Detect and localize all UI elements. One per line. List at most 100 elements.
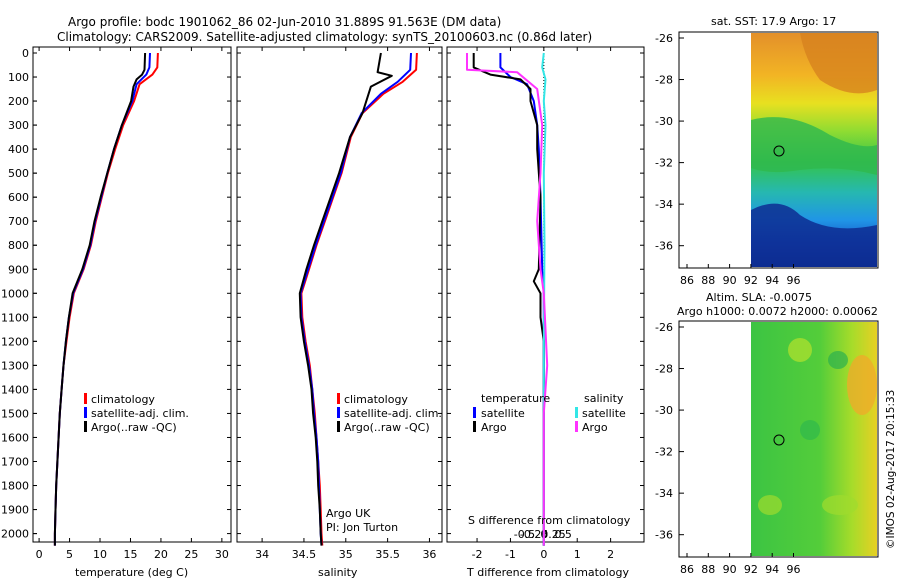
- series-line: [53, 52, 159, 546]
- legend-temperature-heading: temperature: [481, 392, 550, 405]
- legend-climatology: climatology: [344, 393, 408, 406]
- depth-tick-label: 100: [8, 71, 29, 84]
- series-line: [298, 52, 393, 546]
- temperature-panel: 0 5 10 15 20 25 30: [33, 47, 231, 561]
- legend-temp-argo: Argo: [481, 421, 507, 434]
- legend-argo: Argo(..raw -QC): [344, 421, 430, 434]
- difference-title: S difference from climatology: [468, 514, 631, 527]
- credit-line-2: PI: Jon Turton: [326, 521, 398, 534]
- x-tick-label: 0: [540, 548, 547, 561]
- series-line: [53, 52, 151, 546]
- sla-map-title-2: Argo h1000: 0.0072 h2000: 0.00062: [677, 305, 878, 318]
- sla-map-axes: -26 -28 -30 -32 -34 -36 86 88 90 92 94 96: [655, 321, 800, 576]
- depth-tick-label: 1700: [1, 455, 29, 468]
- salinity-legend: climatology satellite-adj. clim. Argo(..…: [337, 393, 442, 434]
- x-tick-label: -1: [505, 548, 516, 561]
- lon-tick-label: 88: [701, 274, 715, 287]
- depth-tick-label: 200: [8, 95, 29, 108]
- sst-warm-patch: [800, 33, 877, 94]
- depth-tick-label: 0: [22, 47, 29, 60]
- x-tick-label: 5: [66, 548, 73, 561]
- legend-sal-argo: Argo: [582, 421, 608, 434]
- lat-tick-label: -36: [655, 240, 673, 253]
- lat-tick-label: -36: [655, 529, 673, 542]
- argo-location-marker: [773, 145, 785, 157]
- sla-blob: [828, 351, 848, 369]
- legend-swatch-satellite: [337, 407, 340, 418]
- x-tick-label: 34.5: [292, 548, 317, 561]
- sla-blob: [800, 420, 820, 440]
- top-tick-label: 0.5: [554, 528, 572, 541]
- x-tick-label: 15: [123, 548, 137, 561]
- lon-tick-label: 96: [787, 563, 801, 576]
- legend-swatch-climatology: [84, 393, 87, 404]
- lon-tick-label: 92: [744, 274, 758, 287]
- argo-location-marker: [773, 434, 785, 446]
- x-tick-label: 30: [215, 548, 229, 561]
- sla-blob: [758, 495, 782, 515]
- imos-footer: ©IMOS 02-Aug-2017 20:15:33: [885, 390, 897, 549]
- sst-map-title: sat. SST: 17.9 Argo: 17: [711, 15, 836, 28]
- x-tick-label: 36: [422, 548, 436, 561]
- legend-swatch-temp-satellite: [473, 407, 476, 418]
- sla-map: -26 -28 -30 -32 -34 -36 86 88 90 92 94 96: [655, 320, 879, 576]
- lat-tick-label: -26: [655, 321, 673, 334]
- lon-tick-label: 86: [680, 563, 694, 576]
- sst-green-tongue: [751, 117, 877, 175]
- legend-swatch-temp-argo: [473, 421, 476, 432]
- lat-tick-label: -30: [655, 115, 673, 128]
- x-tick-label: 20: [154, 548, 168, 561]
- salinity-plot-frame: [236, 46, 443, 543]
- lat-tick-label: -32: [655, 446, 673, 459]
- series-line: [466, 53, 549, 546]
- depth-tick-label: 1800: [1, 480, 29, 493]
- depth-tick-label: 1100: [1, 311, 29, 324]
- difference-plot-frame: [446, 46, 645, 543]
- legend-sal-satellite: satellite: [582, 407, 626, 420]
- lon-tick-label: 92: [744, 563, 758, 576]
- lon-tick-label: 96: [787, 274, 801, 287]
- series-line: [53, 52, 147, 546]
- salinity-panel: 34 34.5 35 35.5 36: [237, 47, 442, 561]
- legend-temp-satellite: satellite: [481, 407, 525, 420]
- sla-blob: [822, 495, 858, 515]
- depth-tick-label: 1400: [1, 383, 29, 396]
- top-tick-label: -0.5: [514, 528, 535, 541]
- lon-tick-label: 94: [765, 563, 779, 576]
- depth-axis: 0 100 200 300 400 500 600 700 800 900 1000 1100 1200…: [1, 47, 37, 541]
- title-line-2: Climatology: CARS2009. Satellite-adjuste…: [57, 30, 592, 44]
- legend-swatch-sal-satellite: [575, 407, 578, 418]
- legend-swatch-sal-argo: [575, 421, 578, 432]
- temperature-legend: climatology satellite-adj. clim. Argo(..…: [84, 393, 189, 434]
- sla-blob: [847, 355, 877, 415]
- series-line: [472, 53, 545, 546]
- salinity-xlabel: salinity: [318, 566, 358, 579]
- lat-tick-label: -28: [655, 74, 673, 87]
- depth-tick-label: 400: [8, 143, 29, 156]
- depth-tick-label: 2000: [1, 528, 29, 541]
- legend-climatology: climatology: [91, 393, 155, 406]
- lat-tick-label: -34: [655, 198, 673, 211]
- legend-swatch-argo: [84, 421, 87, 432]
- legend-swatch-satellite: [84, 407, 87, 418]
- difference-xlabel: T difference from climatology: [466, 566, 629, 579]
- depth-tick-label: 1900: [1, 504, 29, 517]
- x-tick-label: 0: [36, 548, 43, 561]
- depth-tick-label: 1200: [1, 335, 29, 348]
- lat-tick-label: -28: [655, 363, 673, 376]
- x-tick-label: 1: [574, 548, 581, 561]
- legend-satellite: satellite-adj. clim.: [91, 407, 189, 420]
- lon-tick-label: 86: [680, 274, 694, 287]
- depth-tick-label: 600: [8, 191, 29, 204]
- depth-tick-label: 1500: [1, 407, 29, 420]
- temperature-plot-frame: [32, 46, 232, 543]
- lat-tick-label: -34: [655, 487, 673, 500]
- sst-map-axes: -26 -28 -30 -32 -34 -36 86 88 90 92 94 96: [655, 32, 800, 287]
- x-tick-label: 35: [339, 548, 353, 561]
- depth-tick-label: 300: [8, 119, 29, 132]
- depth-tick-label: 500: [8, 167, 29, 180]
- depth-tick-label: 700: [8, 215, 29, 228]
- legend-satellite: satellite-adj. clim.: [344, 407, 442, 420]
- sla-blob: [788, 338, 812, 362]
